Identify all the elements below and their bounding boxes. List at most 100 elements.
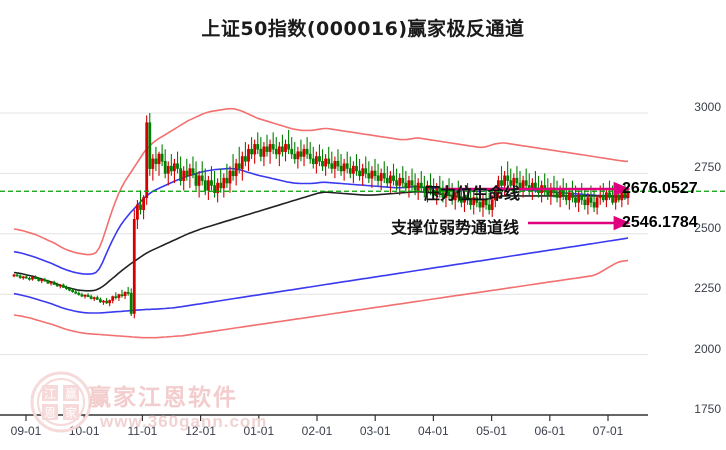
candle-body: [80, 294, 84, 297]
candle-body: [203, 180, 207, 191]
candle-body: [37, 278, 41, 281]
candle-body: [40, 279, 44, 282]
candle-body: [290, 148, 294, 155]
candle-body: [302, 148, 306, 157]
candle-body: [432, 190, 436, 196]
candle-body: [231, 170, 235, 177]
candle-body: [318, 156, 321, 162]
candle-body: [262, 146, 266, 157]
candle-body: [614, 194, 618, 203]
candle-body: [555, 192, 559, 198]
candle-body: [422, 187, 426, 193]
candle-body: [567, 192, 571, 201]
candle-body: [105, 300, 109, 304]
candle-body: [268, 144, 272, 152]
candle-body: [447, 190, 451, 196]
candle-body: [392, 175, 395, 181]
candle-body: [253, 144, 257, 155]
band-line: [13, 107, 628, 256]
candle-body: [469, 199, 473, 206]
candle-body: [358, 170, 362, 177]
candle-body: [373, 170, 377, 177]
candle-body: [419, 182, 423, 189]
candle-body: [12, 274, 16, 277]
candle-body: [611, 197, 615, 203]
candle-body: [46, 280, 50, 284]
candle-body: [379, 173, 383, 181]
candle-body: [558, 190, 562, 198]
candle-body: [207, 180, 210, 191]
candle-body: [284, 144, 287, 152]
y-tick-label-2750: 2750: [694, 160, 721, 175]
candle-body: [330, 163, 334, 169]
candle-body: [49, 281, 53, 284]
x-tick-label-05-01: 05-01: [476, 424, 507, 438]
candle-body: [345, 163, 349, 169]
candle-body: [145, 122, 149, 198]
candle-body: [503, 175, 507, 186]
candle-body: [71, 289, 75, 292]
candle-body: [413, 185, 417, 191]
candle-body: [561, 190, 565, 196]
candle-body: [314, 156, 318, 164]
candle-body: [108, 300, 112, 304]
candle-body: [450, 194, 454, 201]
candle-body: [182, 170, 186, 181]
candle-body: [404, 182, 408, 189]
y-tick-label-1750: 1750: [694, 402, 721, 416]
candle-body: [86, 294, 90, 297]
candle-body: [271, 144, 275, 150]
candle-body: [589, 197, 593, 203]
candle-body: [126, 291, 130, 294]
candle-body: [247, 148, 250, 162]
candle-body: [176, 163, 179, 169]
candle-body: [68, 288, 71, 291]
candle-body: [296, 151, 300, 160]
page-title: 上证50指数(000016)赢家极反通道: [201, 18, 525, 40]
candle-body: [546, 190, 550, 196]
candle-body: [500, 180, 503, 186]
candle-body: [592, 202, 596, 208]
candle-body: [398, 177, 402, 186]
candle-body: [466, 194, 470, 201]
x-tick-label-06-01: 06-01: [534, 424, 566, 438]
candle-body: [506, 175, 510, 181]
candle-body: [305, 148, 309, 155]
candle-body: [234, 163, 238, 177]
candle-body: [429, 185, 432, 191]
candle-body: [321, 161, 324, 167]
candle-body: [416, 182, 420, 191]
candle-body: [185, 170, 189, 177]
candle-body: [496, 180, 500, 191]
candle-body: [438, 187, 442, 193]
candle-body: [55, 284, 59, 287]
y-tick-label-2000: 2000: [694, 341, 721, 356]
candle-body: [52, 281, 56, 285]
candle-body: [265, 146, 269, 152]
candle-body: [43, 279, 47, 282]
candle-body: [512, 177, 516, 186]
x-tick-label-10-01: 10-01: [68, 424, 100, 438]
candle-body: [259, 148, 263, 157]
candle-body: [213, 185, 217, 193]
candle-body: [117, 294, 121, 298]
value-label-resistance: 2676.0527: [622, 180, 698, 197]
candle-body: [129, 292, 133, 314]
x-tick-label-03-01: 03-01: [359, 424, 391, 438]
candle-body: [515, 177, 519, 184]
candle-body: [99, 299, 102, 303]
candle-body: [604, 192, 608, 201]
candle-body: [21, 276, 25, 279]
candle-body: [355, 165, 358, 172]
candle-body: [166, 165, 170, 174]
candle-body: [311, 158, 315, 164]
candle-body: [564, 194, 568, 201]
candle-body: [348, 168, 352, 174]
candle-body: [351, 165, 355, 174]
candle-body: [173, 163, 176, 172]
candle-body: [475, 197, 479, 203]
candle-body: [370, 170, 374, 179]
candle-body: [250, 148, 254, 155]
candle-body: [580, 194, 584, 201]
candle-body: [493, 190, 497, 201]
